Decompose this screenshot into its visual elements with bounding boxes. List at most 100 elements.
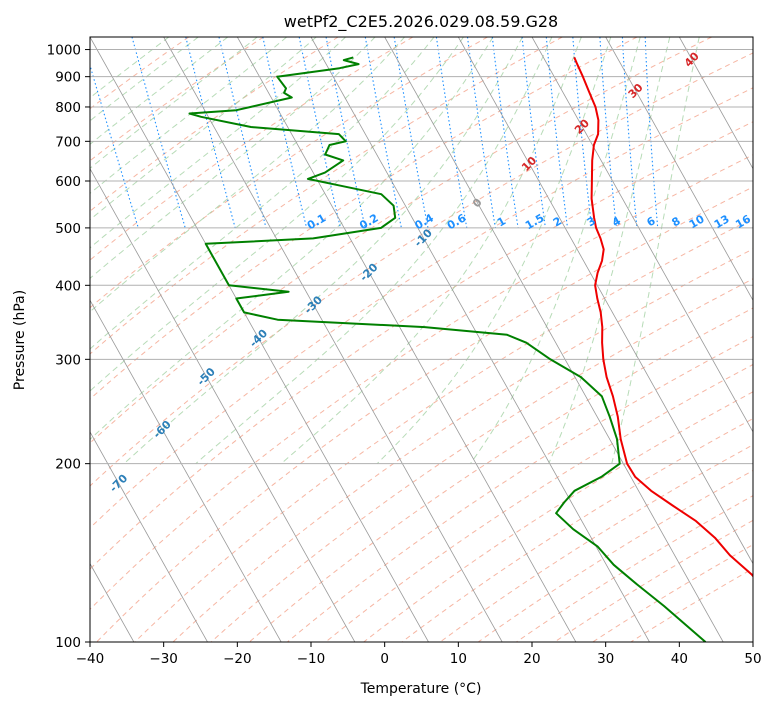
x-tick-label: −30 — [149, 651, 178, 667]
mixing-ratio-line — [262, 37, 308, 229]
mixing-ratio-label: 6 — [644, 214, 657, 229]
dry-adiabat — [287, 336, 753, 642]
dry-adiabat — [477, 469, 753, 642]
y-tick-label: 400 — [55, 278, 81, 294]
isotherm-line — [310, 37, 650, 642]
mixing-ratio-label: 4 — [610, 214, 623, 229]
isotherm-line — [236, 37, 577, 642]
moist-adiabat — [90, 37, 229, 145]
mixing-ratio-line — [218, 37, 267, 229]
moist-adiabat — [611, 37, 700, 464]
y-tick-label: 500 — [55, 221, 81, 237]
y-tick-label: 100 — [55, 635, 81, 651]
isotherm-label: 30 — [626, 81, 646, 101]
moist-adiabat — [90, 37, 199, 122]
isotherm-label: -20 — [357, 261, 380, 284]
dry-adiabat — [90, 87, 753, 529]
sounding-series — [188, 56, 753, 642]
x-axis-ticks: −40 −30 −20 −10 0 10 20 30 40 50 — [76, 642, 762, 667]
isotherm-label: -80 — [59, 517, 82, 540]
skewed-isotherms — [0, 37, 753, 642]
mixing-ratio-line — [521, 37, 546, 228]
x-tick-label: −10 — [297, 651, 326, 667]
temperature-profile — [573, 57, 753, 578]
mixing-ratio-label: 1 — [495, 214, 508, 229]
y-tick-label: 1000 — [47, 43, 81, 59]
mixing-ratio-line — [545, 37, 569, 228]
isotherm-line — [163, 37, 503, 642]
mixing-ratio-line — [131, 37, 186, 229]
y-axis-label: Pressure (hPa) — [12, 290, 28, 390]
isotherm-label: -90 — [10, 562, 33, 585]
moist-adiabats — [90, 37, 700, 465]
mixing-ratio-line — [90, 63, 139, 229]
y-tick-label: 200 — [55, 457, 81, 473]
mixing-ratio-line — [364, 37, 402, 229]
y-tick-label: 900 — [55, 70, 81, 86]
plot-frame — [89, 36, 754, 643]
dry-adiabat — [90, 37, 563, 355]
mixing-ratio-line — [644, 37, 659, 228]
y-tick-label: 600 — [55, 174, 81, 190]
mixing-ratio-line — [393, 37, 429, 229]
moist-adiabat — [195, 37, 553, 465]
moist-adiabat — [90, 37, 346, 249]
dry-adiabat — [172, 248, 753, 642]
moist-adiabat — [376, 37, 612, 465]
mixing-ratio-label: 8 — [670, 214, 683, 229]
dry-adiabat — [90, 37, 339, 212]
dry-adiabat — [439, 444, 753, 642]
mixing-ratio-line — [621, 37, 638, 228]
x-tick-label: 50 — [744, 651, 761, 667]
dry-adiabat — [90, 37, 414, 261]
x-tick-label: 0 — [380, 651, 389, 667]
moist-adiabat — [469, 37, 641, 464]
dry-adiabat — [134, 217, 753, 642]
y-tick-label: 700 — [55, 134, 81, 150]
dry-adiabat — [90, 37, 488, 309]
mixing-ratio-line — [491, 37, 519, 228]
dry-adiabat — [90, 37, 712, 444]
mixing-ratio-label: 10 — [687, 212, 707, 231]
dry-adiabat — [363, 391, 753, 642]
isotherm-label: 20 — [572, 116, 592, 136]
isotherm-line — [0, 37, 60, 642]
isotherm-label: 10 — [519, 154, 539, 174]
moist-adiabat — [90, 37, 258, 169]
moist-adiabat — [90, 37, 170, 99]
mixing-ratio-lines — [90, 37, 659, 229]
isotherm-line — [384, 37, 724, 642]
dry-adiabat — [592, 544, 753, 642]
moist-adiabat — [90, 37, 288, 195]
dry-adiabat — [516, 495, 753, 642]
moist-adiabat — [280, 37, 582, 465]
isotherm-label: -30 — [302, 293, 325, 316]
plot-area: -100-90-80-70-60-50-40-30-20-10010203040… — [0, 37, 753, 642]
isotherm-line — [678, 37, 753, 170]
mixing-ratio-label: 1.5 — [523, 211, 546, 232]
isotherm-line — [90, 37, 429, 642]
isotherm-label: -70 — [107, 472, 130, 495]
moist-adiabat — [90, 37, 405, 313]
moist-adiabat — [90, 37, 317, 221]
x-axis-label: Temperature (°C) — [360, 681, 482, 697]
x-tick-label: 30 — [597, 651, 614, 667]
isotherm-line — [90, 431, 208, 642]
isotherm-label: 40 — [682, 49, 702, 69]
mixing-ratio-line — [185, 37, 236, 229]
dry-adiabat — [90, 121, 753, 570]
isotherm-label: -40 — [247, 326, 270, 349]
x-tick-label: 10 — [450, 651, 467, 667]
mixing-ratio-line — [435, 37, 468, 228]
dry-adiabat — [210, 278, 753, 642]
dry-adiabat — [90, 37, 638, 400]
mixing-ratio-label: 0.6 — [445, 211, 469, 232]
dry-adiabat — [90, 52, 753, 487]
isotherm-line — [531, 37, 753, 433]
dry-adiabat — [90, 37, 190, 110]
mixing-ratio-line — [599, 37, 618, 228]
x-tick-label: −20 — [223, 651, 252, 667]
dewpoint-profile — [188, 56, 707, 642]
isotherm-line — [752, 37, 753, 38]
